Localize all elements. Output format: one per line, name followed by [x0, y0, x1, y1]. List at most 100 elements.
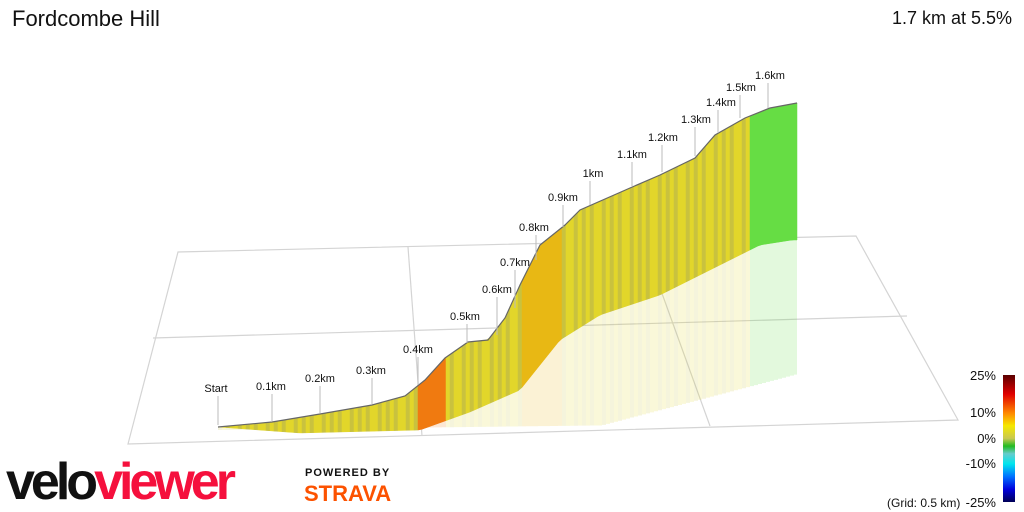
segment-reflection [454, 416, 458, 428]
gradient-segment [613, 192, 619, 311]
gradient-segment [361, 405, 367, 432]
gradient-segment [713, 132, 719, 269]
segment-reflection [750, 248, 754, 387]
segment-reflection [758, 244, 762, 385]
segment-reflection [742, 252, 746, 389]
segment-reflection [466, 412, 470, 428]
segment-reflection [530, 372, 534, 427]
gradient-segment [493, 326, 499, 402]
gradient-segment [765, 107, 771, 245]
segment-reflection [650, 297, 654, 413]
gradient-segment [425, 373, 431, 429]
gradient-segment [605, 196, 611, 314]
gradient-segment [433, 365, 439, 426]
gradient-segment [505, 306, 511, 397]
gradient-segment [365, 405, 371, 432]
segment-reflection [526, 377, 530, 427]
gradient-segment [273, 420, 279, 432]
segment-reflection [494, 399, 498, 427]
gradient-segment [417, 381, 423, 431]
gradient-segment [285, 418, 291, 433]
segment-reflection [594, 316, 598, 426]
veloviewer-logo[interactable]: veloviewer [6, 452, 236, 512]
segment-reflection [490, 401, 494, 427]
distance-label: 0.6km [482, 284, 512, 296]
gradient-segment [317, 413, 323, 433]
segment-reflection [602, 313, 606, 425]
gradient-segment [413, 385, 419, 431]
gradient-segment [577, 208, 583, 330]
gradient-segment [305, 415, 311, 434]
segment-reflection [470, 410, 474, 427]
page-title: Fordcombe Hill [12, 6, 160, 31]
segment-reflection [558, 338, 562, 426]
segment-reflection [678, 284, 682, 405]
scale-tick: -10% [966, 456, 997, 471]
gradient-segment [625, 187, 631, 307]
scale-tick: 10% [970, 405, 996, 420]
gradient-segment [673, 165, 679, 289]
strava-logo[interactable]: STRAVA [304, 481, 392, 506]
gradient-segment [557, 226, 563, 344]
distance-label: 1.3km [681, 114, 711, 126]
segment-reflection [522, 382, 526, 427]
gradient-segment [541, 239, 547, 364]
logo-text: velo [6, 453, 98, 511]
gradient-segment [353, 407, 359, 432]
segment-reflection [610, 310, 614, 423]
gradient-segment [297, 416, 303, 434]
gradient-segment [553, 230, 559, 349]
logo-text: viewer [94, 453, 236, 511]
gradient-segment [429, 369, 435, 427]
gradient-segment [485, 336, 491, 406]
gradient-segment [265, 421, 271, 432]
gradient-segment [341, 409, 347, 433]
distance-label: 0.8km [519, 222, 549, 234]
gradient-segment [397, 396, 403, 431]
segment-reflection [770, 242, 774, 381]
segment-reflection [638, 301, 642, 416]
gradient-segment [537, 242, 543, 369]
gradient-segment [601, 198, 607, 315]
distance-label: 0.9km [548, 192, 578, 204]
segment-reflection [666, 290, 670, 409]
gradient-segment [665, 169, 671, 293]
segment-reflection [606, 311, 610, 424]
segment-reflection [618, 307, 622, 421]
segment-reflection [218, 427, 222, 430]
gradient-segment [597, 199, 603, 317]
gradient-segment [381, 400, 387, 432]
scale-tick: 25% [970, 368, 996, 383]
profile-outline [217, 102, 798, 428]
segment-reflection [682, 282, 686, 404]
segment-reflection [562, 336, 566, 426]
segment-reflection [738, 254, 742, 390]
segment-reflection [630, 303, 634, 418]
powered-by-label: POWERED BY [305, 467, 391, 479]
segment-reflection [462, 413, 466, 428]
gradient-segment [689, 158, 695, 281]
gradient-segment [393, 397, 399, 431]
climb-summary: 1.7 km at 5.5% [891, 8, 1012, 28]
segment-reflection [790, 240, 794, 376]
gradient-segment [337, 409, 343, 433]
gradient-segment [769, 106, 775, 244]
segment-reflection [554, 342, 558, 426]
segment-reflection [710, 268, 714, 397]
gradient-segment [449, 351, 455, 420]
gradient-segment [349, 407, 355, 433]
gradient-segment [333, 410, 339, 433]
gradient-segment [345, 408, 351, 433]
gradient-segment [497, 321, 503, 401]
segment-reflection [482, 404, 486, 427]
gradient-segment [289, 418, 295, 433]
segment-reflection [514, 390, 518, 427]
segment-reflection [542, 357, 546, 427]
gradient-segment [685, 160, 691, 283]
segment-reflection [726, 260, 730, 393]
segment-reflection [762, 244, 766, 383]
segment-reflection [222, 427, 226, 430]
gradient-segment [385, 399, 391, 432]
gradient-segment [501, 314, 507, 399]
segment-reflection [782, 240, 786, 378]
